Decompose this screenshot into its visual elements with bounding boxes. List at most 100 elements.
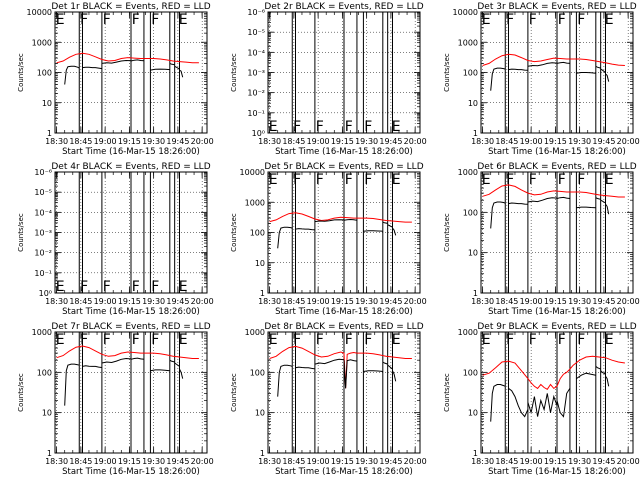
series-events-line xyxy=(508,68,528,71)
y-tick-label: 100 xyxy=(37,368,52,377)
data-area xyxy=(56,12,199,133)
y-tick-label: 10 xyxy=(42,99,52,108)
x-tick-label: 19:30 xyxy=(568,297,591,306)
series-events-line xyxy=(179,368,184,379)
panel-title: Det 7r BLACK = Events, RED = LLD xyxy=(51,322,210,332)
interval-marker: F xyxy=(80,279,88,295)
y-tick-label: 1000 xyxy=(458,38,478,47)
plot-frame xyxy=(267,331,421,454)
panel-title: Det 6r BLACK = Events, RED = LLD xyxy=(477,162,636,172)
x-tick-label: 20:00 xyxy=(191,297,214,306)
interval-marker: F xyxy=(529,332,537,348)
x-tick-label: 19:30 xyxy=(568,137,591,146)
y-axis-label: Counts/sec xyxy=(443,373,451,412)
interval-marker: F xyxy=(364,119,372,135)
x-axis-label: Start Time (16-Mar-15 18:26:00) xyxy=(275,467,413,477)
y-tick-label: 10⁻³ xyxy=(34,229,52,238)
interval-marker: F xyxy=(293,172,301,188)
series-events-line xyxy=(101,59,132,64)
x-tick-label: 19:00 xyxy=(520,137,543,146)
x-tick-label: 19:00 xyxy=(307,457,330,466)
y-tick-label: 1000 xyxy=(458,168,478,177)
y-tick-label: 10⁰ xyxy=(252,129,265,138)
y-tick-label: 1000 xyxy=(245,328,265,337)
x-tick-label: 19:00 xyxy=(94,457,117,466)
interval-marker: F xyxy=(558,172,566,188)
x-tick-label: 19:15 xyxy=(544,297,567,306)
series-events-line xyxy=(576,206,596,209)
series-events-line xyxy=(595,197,601,200)
series-events-line xyxy=(382,221,388,224)
y-tick-label: 10 xyxy=(255,259,265,268)
interval-marker: F xyxy=(316,172,324,188)
x-axis-label: Start Time (16-Mar-15 18:26:00) xyxy=(488,147,626,157)
series-events-line xyxy=(343,359,357,389)
series-events-line xyxy=(556,61,570,64)
interval-marker: E xyxy=(56,12,65,28)
interval-marker: F xyxy=(151,332,159,348)
y-tick-label: 1000 xyxy=(245,198,265,207)
interval-marker: F xyxy=(132,279,140,295)
y-tick-label: 10⁻¹ xyxy=(247,109,265,118)
series-events-line xyxy=(130,59,144,62)
interval-marker: F xyxy=(316,119,324,135)
series-events-line xyxy=(605,203,610,215)
data-area xyxy=(56,332,199,453)
series-events-line xyxy=(387,364,393,370)
interval-marker: E xyxy=(179,332,188,348)
interval-marker: F xyxy=(506,172,514,188)
series-events-line xyxy=(150,369,170,372)
interval-marker: F xyxy=(80,12,88,28)
x-tick-label: 18:45 xyxy=(282,137,305,146)
x-axis-label: Start Time (16-Mar-15 18:26:00) xyxy=(62,467,200,477)
interval-marker: E xyxy=(392,119,401,135)
x-tick-label: 18:30 xyxy=(471,457,494,466)
x-tick-label: 19:45 xyxy=(379,457,402,466)
interval-marker: F xyxy=(151,12,159,28)
interval-marker: F xyxy=(80,332,88,348)
y-tick-label: 10⁻⁵ xyxy=(34,188,52,197)
interval-marker: E xyxy=(392,332,401,348)
series-lld-line xyxy=(482,184,625,198)
series-events-line xyxy=(169,62,175,66)
y-tick-label: 100 xyxy=(250,229,265,238)
x-tick-label: 18:30 xyxy=(471,297,494,306)
y-tick-label: 1 xyxy=(260,449,265,458)
series-events-line xyxy=(605,375,610,387)
x-tick-label: 18:30 xyxy=(258,457,281,466)
x-tick-label: 19:15 xyxy=(544,457,567,466)
series-lld-line xyxy=(482,53,625,66)
interval-marker: F xyxy=(364,172,372,188)
y-tick-label: 10⁻⁶ xyxy=(34,168,52,177)
y-tick-label: 1000 xyxy=(458,328,478,337)
interval-marker: E xyxy=(56,332,65,348)
y-axis-label: Counts/sec xyxy=(17,53,25,92)
x-tick-label: 19:45 xyxy=(379,297,402,306)
x-tick-label: 19:15 xyxy=(331,457,354,466)
plot-frame xyxy=(54,331,208,454)
interval-marker: F xyxy=(132,332,140,348)
series-events-line xyxy=(179,69,184,78)
interval-marker: F xyxy=(345,332,353,348)
series-events-line xyxy=(295,228,315,231)
series-events-line xyxy=(387,224,393,228)
y-tick-label: 100 xyxy=(250,368,265,377)
y-tick-label: 10⁻⁴ xyxy=(247,48,265,57)
x-tick-label: 19:45 xyxy=(379,137,402,146)
interval-marker: E xyxy=(179,12,188,28)
series-events-line xyxy=(382,361,388,365)
series-events-line xyxy=(82,365,102,368)
x-tick-label: 19:15 xyxy=(118,297,141,306)
y-tick-label: 1 xyxy=(47,449,52,458)
interval-marker: F xyxy=(316,332,324,348)
y-tick-label: 100 xyxy=(463,208,478,217)
series-events-line xyxy=(556,196,570,199)
y-tick-label: 10000 xyxy=(27,8,52,17)
data-area xyxy=(269,172,412,293)
interval-marker: F xyxy=(529,172,537,188)
series-events-line xyxy=(392,227,397,236)
x-tick-label: 20:00 xyxy=(404,137,427,146)
series-events-line xyxy=(363,370,383,372)
